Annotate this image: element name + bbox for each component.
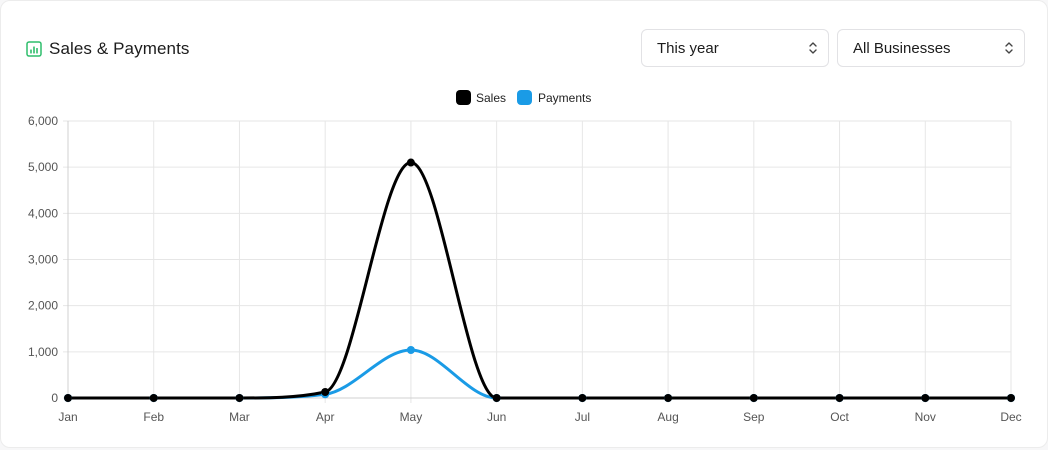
sales-point [492,394,501,402]
x-tick-label: Feb [143,410,164,424]
sales-point [149,394,158,402]
x-tick-label: Nov [915,410,936,424]
y-tick-label: 4,000 [28,206,58,220]
x-tick-label: Jan [58,410,77,424]
x-tick-label: Mar [229,410,250,424]
business-select[interactable]: All Businesses [837,29,1025,67]
y-tick-label: 1,000 [28,345,58,359]
payments-point [406,345,415,354]
y-tick-label: 0 [51,391,58,405]
card-title: Sales & Payments [49,39,190,58]
sales-point [664,394,673,402]
x-tick-label: Jun [487,410,506,424]
chevron-updown-icon [809,42,817,54]
bar-chart-icon [26,41,42,57]
chevron-updown-icon [1005,42,1013,54]
x-tick-label: Dec [1000,410,1021,424]
sales-point [921,394,930,402]
period-select-value: This year [657,39,719,57]
x-tick-label: Aug [657,410,678,424]
y-tick-label: 2,000 [28,299,58,313]
business-select-value: All Businesses [853,39,951,57]
payments-legend-swatch [517,90,532,105]
y-tick-label: 5,000 [28,160,58,174]
period-select[interactable]: This year [641,29,829,67]
sales-legend-label: Sales [476,91,506,105]
y-tick-label: 3,000 [28,253,58,267]
x-tick-label: Sep [743,410,765,424]
y-tick-label: 6,000 [28,114,58,128]
x-tick-label: Apr [316,410,335,424]
x-tick-label: Oct [830,410,849,424]
sales-point [64,394,72,402]
sales-point [749,394,758,402]
sales-point [835,394,844,402]
payments-line [68,348,1011,400]
sales-line [68,161,1011,400]
sales-point [321,387,330,396]
sales-point [578,394,587,402]
payments-legend-label: Payments [538,91,591,105]
x-tick-label: May [400,410,423,424]
sales-legend-swatch [456,90,471,105]
x-tick-label: Jul [575,410,590,424]
sales-point [235,394,244,402]
sales-point [1007,394,1015,402]
sales-point [406,158,415,167]
card-header: Sales & Payments [26,39,190,59]
